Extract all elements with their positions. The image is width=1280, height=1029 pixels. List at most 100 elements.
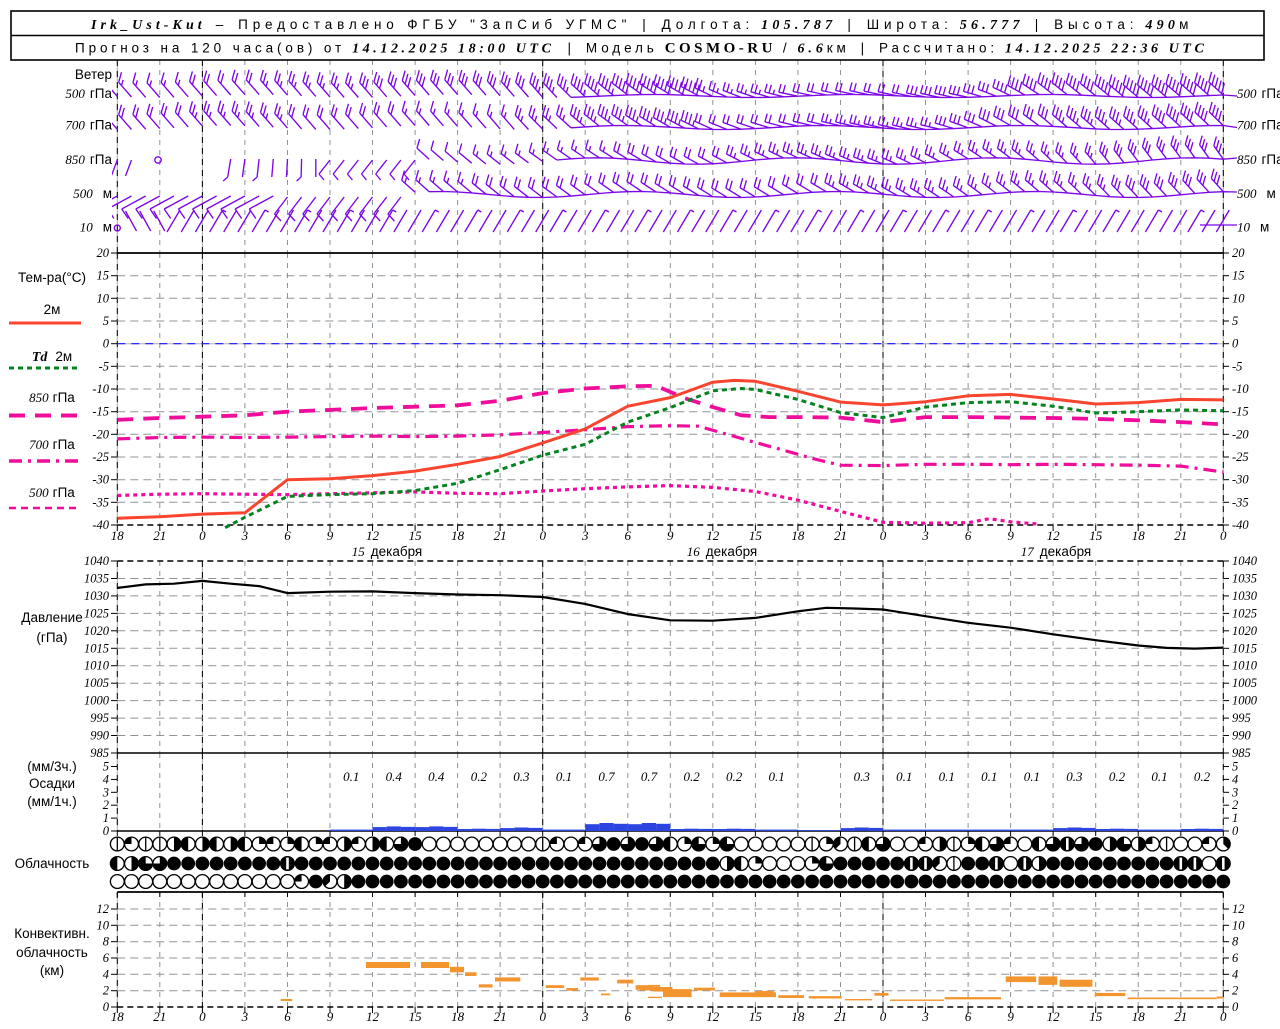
svg-text:0.4: 0.4	[428, 769, 445, 784]
svg-text:Облачность: Облачность	[15, 856, 90, 871]
svg-text:1000: 1000	[84, 694, 110, 708]
svg-text:15: 15	[1232, 269, 1245, 283]
svg-text:9: 9	[667, 528, 674, 543]
svg-text:0.3: 0.3	[513, 769, 530, 784]
svg-text:1040: 1040	[84, 554, 110, 568]
svg-text:12: 12	[706, 1009, 720, 1024]
svg-text:-25: -25	[1232, 450, 1249, 464]
svg-text:21: 21	[1174, 528, 1187, 543]
svg-text:18: 18	[791, 1009, 805, 1024]
svg-text:-10: -10	[92, 382, 109, 396]
svg-text:21: 21	[494, 528, 507, 543]
svg-text:облачность: облачность	[16, 945, 88, 960]
svg-text:15: 15	[409, 1009, 423, 1024]
svg-text:Конвективн.: Конвективн.	[14, 926, 90, 941]
svg-text:0.1: 0.1	[1024, 769, 1040, 784]
svg-text:1035: 1035	[1232, 572, 1257, 586]
svg-text:0: 0	[1232, 1000, 1239, 1014]
svg-text:21: 21	[1174, 1009, 1187, 1024]
svg-text:10: 10	[97, 918, 110, 932]
svg-text:21: 21	[153, 528, 166, 543]
svg-text:0: 0	[880, 528, 887, 543]
svg-text:15: 15	[1089, 1009, 1103, 1024]
svg-text:3: 3	[581, 528, 589, 543]
svg-text:0.3: 0.3	[854, 769, 871, 784]
svg-text:-20: -20	[1232, 427, 1249, 441]
svg-text:1015: 1015	[84, 641, 109, 655]
svg-text:2: 2	[103, 798, 109, 812]
svg-text:0.1: 0.1	[343, 769, 359, 784]
svg-text:6: 6	[965, 528, 972, 543]
svg-text:9: 9	[327, 528, 334, 543]
svg-text:5: 5	[103, 314, 109, 328]
svg-text:12: 12	[366, 1009, 380, 1024]
svg-text:18: 18	[111, 528, 125, 543]
svg-text:18: 18	[451, 1009, 465, 1024]
svg-text:20: 20	[97, 246, 110, 260]
svg-text:8: 8	[1232, 935, 1239, 949]
svg-text:985: 985	[90, 746, 109, 760]
svg-text:18: 18	[111, 1009, 125, 1024]
svg-text:0: 0	[199, 1009, 206, 1024]
svg-text:995: 995	[1232, 711, 1251, 725]
svg-text:9: 9	[1007, 1009, 1014, 1024]
svg-text:0: 0	[103, 337, 110, 351]
svg-text:9: 9	[1007, 528, 1014, 543]
svg-text:-30: -30	[92, 473, 109, 487]
svg-text:0.1: 0.1	[768, 769, 784, 784]
svg-text:-30: -30	[1232, 473, 1249, 487]
svg-text:1000: 1000	[1232, 694, 1258, 708]
svg-text:18: 18	[1132, 528, 1146, 543]
svg-text:3: 3	[241, 528, 249, 543]
svg-text:3: 3	[921, 528, 929, 543]
svg-text:(мм/3ч.): (мм/3ч.)	[27, 759, 77, 774]
svg-text:Ветер: Ветер	[75, 67, 112, 82]
svg-text:0.2: 0.2	[683, 769, 700, 784]
svg-text:2: 2	[1232, 798, 1238, 812]
svg-text:12: 12	[1047, 1009, 1061, 1024]
svg-text:1: 1	[103, 811, 109, 825]
svg-text:-5: -5	[99, 359, 109, 373]
svg-text:21: 21	[494, 1009, 507, 1024]
svg-text:6: 6	[1232, 951, 1239, 965]
svg-text:3: 3	[921, 1009, 929, 1024]
svg-text:-35: -35	[1232, 495, 1249, 509]
svg-text:0.7: 0.7	[641, 769, 658, 784]
svg-text:1005: 1005	[1232, 676, 1257, 690]
svg-text:2: 2	[1232, 984, 1238, 998]
svg-text:21: 21	[153, 1009, 166, 1024]
svg-text:1: 1	[1232, 811, 1238, 825]
svg-text:0: 0	[1220, 1009, 1227, 1024]
svg-text:0.2: 0.2	[1109, 769, 1126, 784]
svg-text:10м: 10 м	[80, 220, 112, 235]
svg-text:0.1: 0.1	[939, 769, 955, 784]
svg-text:1005: 1005	[84, 676, 109, 690]
svg-text:6: 6	[284, 528, 291, 543]
svg-text:9: 9	[327, 1009, 334, 1024]
svg-text:20: 20	[1232, 246, 1245, 260]
svg-text:0.2: 0.2	[1194, 769, 1211, 784]
svg-text:Осадки: Осадки	[29, 776, 75, 791]
svg-text:12: 12	[706, 528, 720, 543]
svg-text:12: 12	[1047, 528, 1061, 543]
svg-text:3: 3	[581, 1009, 589, 1024]
svg-text:-40: -40	[92, 518, 109, 532]
svg-text:15: 15	[749, 528, 763, 543]
svg-text:21: 21	[834, 528, 847, 543]
svg-text:0: 0	[539, 1009, 546, 1024]
svg-text:15: 15	[749, 1009, 763, 1024]
svg-text:-20: -20	[92, 427, 109, 441]
svg-text:3: 3	[102, 785, 109, 799]
svg-text:10: 10	[97, 291, 110, 305]
svg-text:6: 6	[965, 1009, 972, 1024]
svg-text:4: 4	[103, 967, 109, 981]
